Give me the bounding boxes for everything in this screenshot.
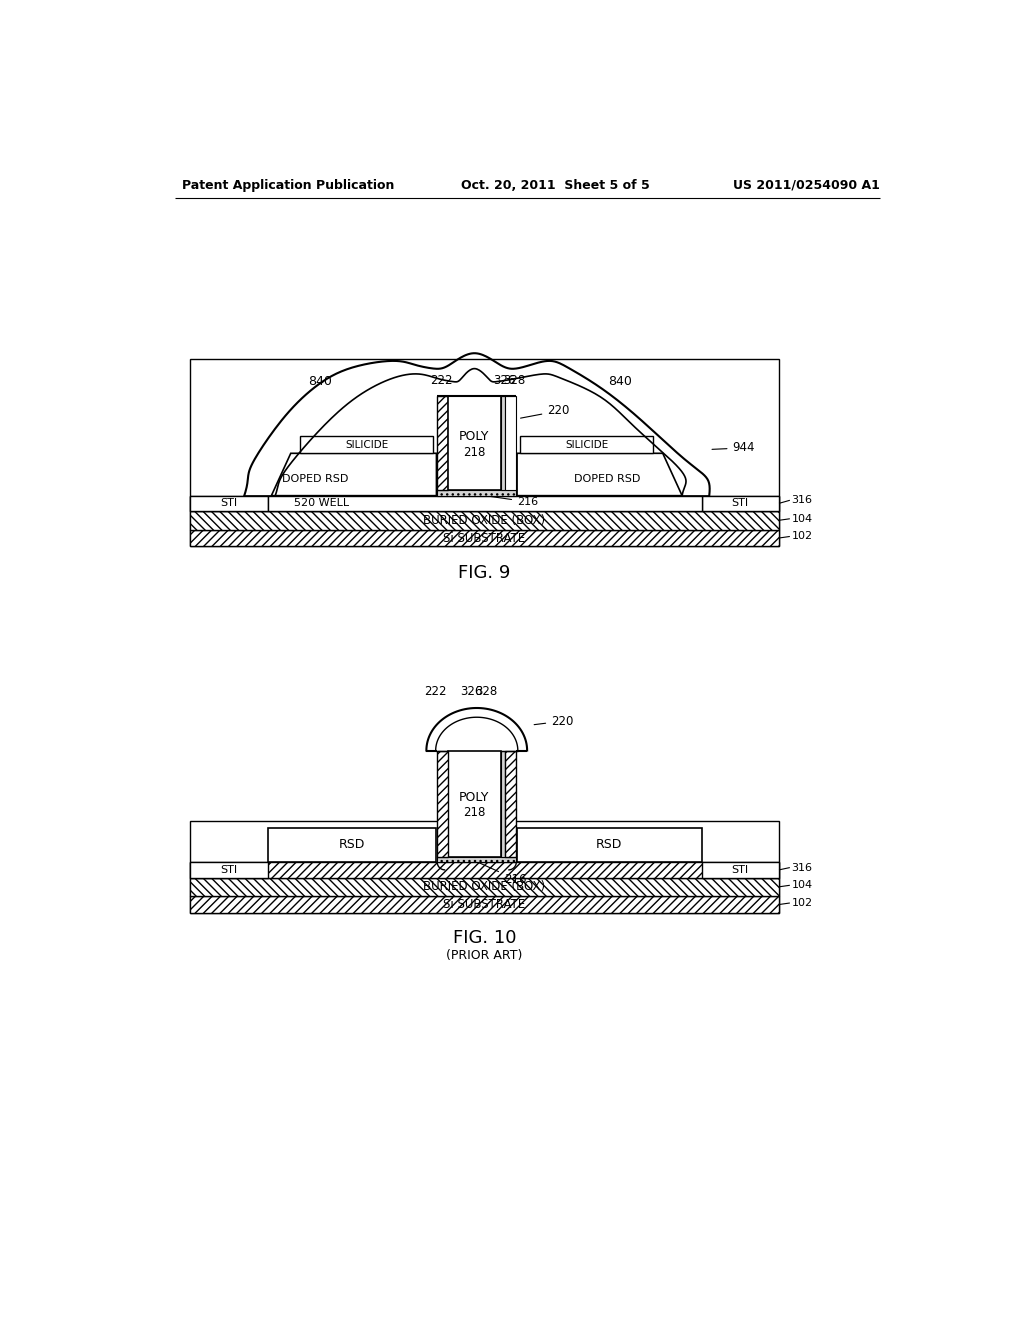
Text: 220: 220 bbox=[520, 404, 569, 418]
Text: DOPED RSD: DOPED RSD bbox=[574, 474, 641, 484]
Text: 326: 326 bbox=[460, 685, 482, 697]
Text: DOPED RSD: DOPED RSD bbox=[282, 474, 348, 484]
Text: 944: 944 bbox=[712, 441, 755, 454]
Text: 218: 218 bbox=[463, 807, 485, 820]
Bar bbox=[506, 751, 516, 857]
Bar bbox=[267, 496, 701, 511]
Text: 520 WELL: 520 WELL bbox=[294, 499, 349, 508]
Bar bbox=[701, 862, 779, 878]
Bar bbox=[300, 437, 433, 453]
Text: 222: 222 bbox=[430, 374, 453, 387]
Text: FIG. 9: FIG. 9 bbox=[459, 565, 511, 582]
Text: 216: 216 bbox=[477, 495, 539, 507]
Bar bbox=[190, 359, 779, 546]
Bar bbox=[437, 490, 516, 496]
Text: US 2011/0254090 A1: US 2011/0254090 A1 bbox=[733, 178, 880, 191]
Bar bbox=[437, 751, 449, 857]
Text: 840: 840 bbox=[608, 375, 632, 388]
Text: 326: 326 bbox=[494, 374, 516, 387]
Bar bbox=[449, 751, 501, 857]
Bar bbox=[190, 496, 779, 511]
Polygon shape bbox=[271, 453, 436, 496]
Text: BURIED OXIDE (BOX): BURIED OXIDE (BOX) bbox=[424, 880, 546, 894]
Text: 328: 328 bbox=[475, 685, 498, 697]
Bar bbox=[437, 857, 516, 862]
Bar bbox=[190, 821, 779, 913]
Bar bbox=[190, 862, 779, 878]
Bar bbox=[501, 396, 506, 490]
Text: BURIED OXIDE (BOX): BURIED OXIDE (BOX) bbox=[424, 513, 546, 527]
Bar bbox=[437, 396, 449, 490]
Text: Oct. 20, 2011  Sheet 5 of 5: Oct. 20, 2011 Sheet 5 of 5 bbox=[461, 178, 650, 191]
Text: 220: 220 bbox=[535, 714, 573, 727]
Text: 316: 316 bbox=[792, 495, 812, 506]
Bar bbox=[506, 396, 516, 490]
Text: 328: 328 bbox=[503, 374, 525, 387]
Text: 102: 102 bbox=[792, 532, 812, 541]
Text: FIG. 10: FIG. 10 bbox=[453, 929, 516, 946]
Text: 218: 218 bbox=[463, 446, 485, 458]
Text: STI: STI bbox=[220, 865, 238, 875]
Bar bbox=[267, 828, 436, 862]
Text: 104: 104 bbox=[792, 880, 812, 890]
Text: 104: 104 bbox=[792, 513, 812, 524]
Bar bbox=[517, 828, 701, 862]
Text: POLY: POLY bbox=[459, 791, 489, 804]
Text: RSD: RSD bbox=[596, 838, 623, 851]
Bar bbox=[701, 496, 779, 511]
Text: 316: 316 bbox=[792, 862, 812, 873]
Text: Si SUBSTRATE: Si SUBSTRATE bbox=[443, 532, 525, 545]
Text: STI: STI bbox=[732, 499, 749, 508]
Bar bbox=[190, 896, 779, 913]
Text: RSD: RSD bbox=[339, 838, 366, 851]
Bar bbox=[520, 437, 653, 453]
Polygon shape bbox=[517, 453, 682, 496]
Bar bbox=[501, 751, 506, 857]
Text: (PRIOR ART): (PRIOR ART) bbox=[446, 949, 522, 962]
Text: 102: 102 bbox=[792, 898, 812, 908]
Bar bbox=[190, 496, 267, 511]
Text: 840: 840 bbox=[308, 375, 332, 388]
Text: Si SUBSTRATE: Si SUBSTRATE bbox=[443, 898, 525, 911]
Text: POLY: POLY bbox=[459, 430, 489, 444]
Text: STI: STI bbox=[732, 865, 749, 875]
Text: SILICIDE: SILICIDE bbox=[345, 440, 388, 450]
Text: 222: 222 bbox=[424, 685, 446, 697]
Text: Patent Application Publication: Patent Application Publication bbox=[182, 178, 394, 191]
Bar bbox=[190, 529, 779, 546]
Text: 216: 216 bbox=[477, 862, 526, 886]
Bar bbox=[190, 511, 779, 529]
Bar bbox=[190, 878, 779, 896]
Text: STI: STI bbox=[220, 499, 238, 508]
Text: SILICIDE: SILICIDE bbox=[565, 440, 608, 450]
Bar bbox=[190, 862, 267, 878]
Bar bbox=[449, 396, 501, 490]
